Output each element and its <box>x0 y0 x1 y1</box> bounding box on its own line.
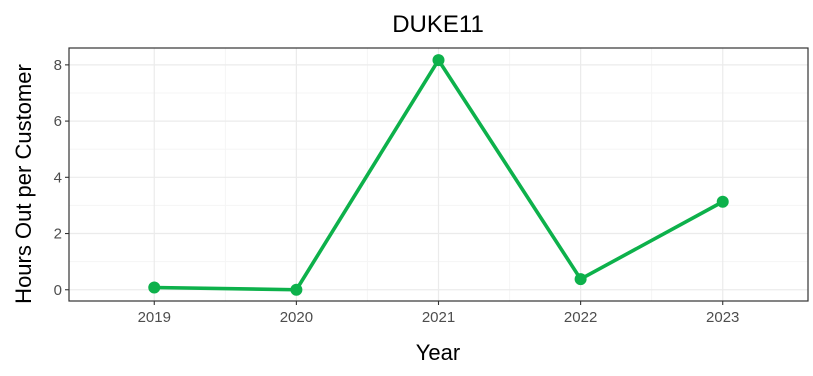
series-layer <box>148 54 729 296</box>
data-point <box>432 54 445 67</box>
y-tick-label: 8 <box>54 57 62 74</box>
axis-ticks: 0 2 4 6 8 2019 2020 2021 2022 2023 <box>54 57 740 326</box>
y-tick-label: 2 <box>54 226 62 243</box>
x-tick-label: 2020 <box>280 309 313 326</box>
data-point <box>716 195 729 208</box>
y-tick-label: 0 <box>54 282 62 299</box>
y-tick-label: 6 <box>54 113 62 130</box>
y-tick-label: 4 <box>54 169 62 186</box>
x-tick-label: 2019 <box>138 309 171 326</box>
data-point <box>574 273 587 286</box>
data-point <box>290 283 303 296</box>
chart-title: DUKE11 <box>392 11 484 38</box>
x-tick-label: 2021 <box>422 309 455 326</box>
major-gridlines <box>69 48 808 301</box>
x-tick-label: 2022 <box>564 309 597 326</box>
x-tick-label: 2023 <box>706 309 739 326</box>
data-point <box>148 281 161 294</box>
x-axis-title: Year <box>416 340 460 365</box>
y-axis-title: Hours Out per Customer <box>11 64 36 304</box>
